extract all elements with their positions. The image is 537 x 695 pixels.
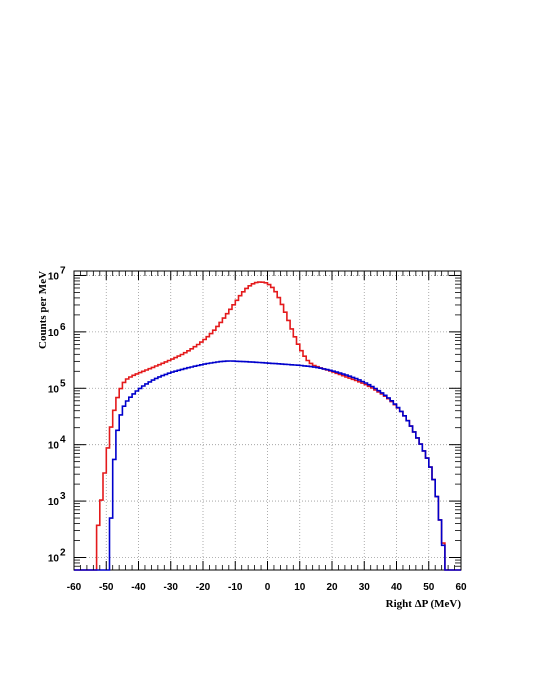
y-tick-label: 102 — [48, 547, 66, 564]
y-tick-base: 10 — [48, 497, 60, 508]
y-tick-label: 106 — [48, 322, 66, 339]
x-tick-label: -10 — [228, 582, 243, 593]
y-tick-exponent: 7 — [60, 265, 66, 276]
y-tick-label: 107 — [48, 265, 66, 282]
y-tick-base: 10 — [48, 553, 60, 564]
y-tick-exponent: 4 — [60, 435, 66, 446]
y-tick-base: 10 — [48, 441, 60, 452]
y-tick-label: 104 — [48, 435, 66, 452]
x-tick-label: -20 — [196, 582, 211, 593]
x-tick-label: 10 — [294, 582, 306, 593]
x-tick-label: 40 — [391, 582, 403, 593]
x-tick-label: 50 — [423, 582, 435, 593]
x-tick-label: 60 — [455, 582, 467, 593]
histogram-series-2 — [74, 360, 461, 571]
y-tick-exponent: 3 — [60, 491, 66, 502]
x-tick-label: -60 — [67, 582, 82, 593]
y-tick-base: 10 — [48, 384, 60, 395]
y-tick-exponent: 5 — [60, 378, 66, 389]
y-tick-label: 105 — [48, 378, 66, 395]
x-tick-label: 30 — [359, 582, 371, 593]
series-layer — [74, 281, 461, 571]
y-tick-exponent: 2 — [60, 547, 66, 558]
x-tick-label: -50 — [99, 582, 114, 593]
x-tick-label: -40 — [131, 582, 146, 593]
plot-frame — [73, 270, 462, 571]
x-tick-label: -30 — [164, 582, 179, 593]
x-tick-label: 20 — [326, 582, 338, 593]
x-axis-title: Right ΔP (MeV) — [386, 598, 462, 610]
y-tick-label: 103 — [48, 491, 66, 508]
x-tick-labels: -60 -50 -40 -30 -20 -10 0 10 20 30 40 50 60 — [67, 582, 467, 593]
x-tick-label: 0 — [265, 582, 271, 593]
y-tick-base: 10 — [48, 271, 60, 282]
grid-lines — [74, 271, 461, 570]
y-tick-exponent: 6 — [60, 322, 66, 333]
y-axis-title: Counts per MeV — [37, 271, 49, 349]
y-tick-base: 10 — [48, 328, 60, 339]
axis-ticks — [73, 271, 462, 570]
